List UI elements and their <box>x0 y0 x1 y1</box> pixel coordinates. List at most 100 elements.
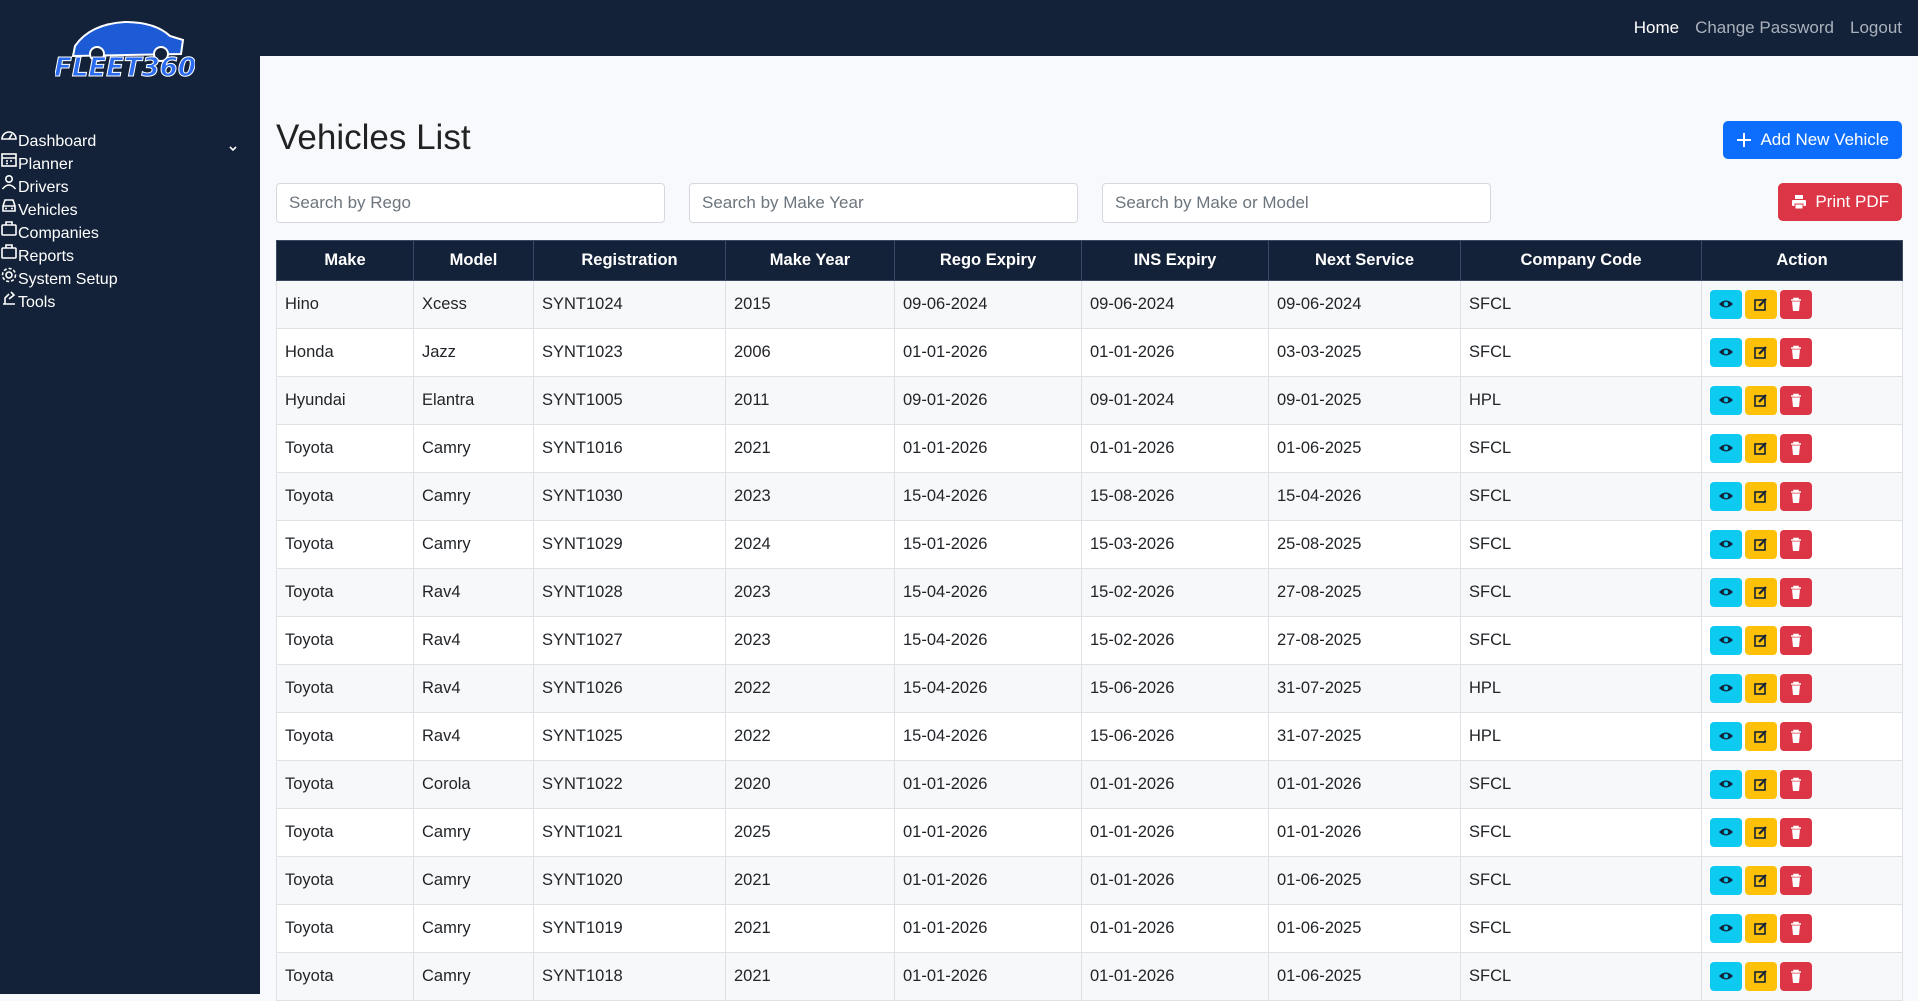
edit-button[interactable] <box>1745 626 1777 655</box>
view-button[interactable] <box>1710 914 1742 943</box>
delete-button[interactable] <box>1780 578 1812 607</box>
edit-button[interactable] <box>1745 530 1777 559</box>
nav-icon <box>0 220 18 238</box>
view-button[interactable] <box>1710 386 1742 415</box>
edit-button[interactable] <box>1745 914 1777 943</box>
top-nav-link[interactable]: Change Password <box>1695 18 1834 38</box>
main-content: Vehicles List Add New Vehicle Print PDF … <box>260 56 1918 994</box>
nav-item[interactable]: Drivers <box>0 174 260 197</box>
nav-item[interactable]: Dashboard <box>0 128 260 151</box>
view-button[interactable] <box>1710 578 1742 607</box>
delete-button[interactable] <box>1780 530 1812 559</box>
table-cell: SYNT1019 <box>534 905 726 953</box>
top-nav-link[interactable]: Logout <box>1850 18 1902 38</box>
view-button[interactable] <box>1710 818 1742 847</box>
table-cell: SYNT1025 <box>534 713 726 761</box>
nav-item[interactable]: Reports <box>0 243 260 266</box>
delete-button[interactable] <box>1780 482 1812 511</box>
view-button[interactable] <box>1710 530 1742 559</box>
table-cell: 25-08-2025 <box>1269 521 1461 569</box>
view-button[interactable] <box>1710 866 1742 895</box>
delete-button[interactable] <box>1780 674 1812 703</box>
table-cell: Rav4 <box>414 665 534 713</box>
table-cell: Camry <box>414 953 534 1001</box>
delete-button[interactable] <box>1780 770 1812 799</box>
view-button[interactable] <box>1710 674 1742 703</box>
edit-button[interactable] <box>1745 386 1777 415</box>
view-button[interactable] <box>1710 290 1742 319</box>
action-icon <box>1753 585 1769 600</box>
view-button[interactable] <box>1710 482 1742 511</box>
delete-button[interactable] <box>1780 338 1812 367</box>
edit-button[interactable] <box>1745 434 1777 463</box>
edit-button[interactable] <box>1745 482 1777 511</box>
nav-item[interactable]: System Setup <box>0 266 260 289</box>
view-button[interactable] <box>1710 722 1742 751</box>
add-vehicle-button[interactable]: Add New Vehicle <box>1723 121 1902 159</box>
search-input[interactable]: Search by Make or Model <box>1102 183 1491 223</box>
column-header: Company Code <box>1461 241 1702 281</box>
delete-button[interactable] <box>1780 914 1812 943</box>
table-cell: Toyota <box>277 857 414 905</box>
table-cell: 09-01-2025 <box>1269 377 1461 425</box>
table-row: HyundaiElantraSYNT1005201109-01-202609-0… <box>277 377 1903 425</box>
view-button[interactable] <box>1710 434 1742 463</box>
plus-icon <box>1736 132 1752 148</box>
print-pdf-button[interactable]: Print PDF <box>1778 183 1902 221</box>
view-button[interactable] <box>1710 962 1742 991</box>
action-icon <box>1788 825 1804 840</box>
search-input[interactable]: Search by Rego <box>276 183 665 223</box>
table-cell: 01-06-2025 <box>1269 905 1461 953</box>
edit-button[interactable] <box>1745 818 1777 847</box>
delete-button[interactable] <box>1780 290 1812 319</box>
table-cell: Toyota <box>277 473 414 521</box>
delete-button[interactable] <box>1780 962 1812 991</box>
table-row: HinoXcessSYNT1024201509-06-202409-06-202… <box>277 281 1903 329</box>
table-cell: SYNT1018 <box>534 953 726 1001</box>
table-cell: 2021 <box>726 905 895 953</box>
view-button[interactable] <box>1710 770 1742 799</box>
logo[interactable]: FLEET360 <box>55 16 195 86</box>
nav-item[interactable]: Tools <box>0 289 260 312</box>
table-cell: 01-01-2026 <box>1082 905 1269 953</box>
table-row: ToyotaCamrySYNT1030202315-04-202615-08-2… <box>277 473 1903 521</box>
edit-button[interactable] <box>1745 770 1777 799</box>
edit-button[interactable] <box>1745 722 1777 751</box>
nav-item[interactable]: Planner <box>0 151 260 174</box>
edit-button[interactable] <box>1745 338 1777 367</box>
table-cell: 2023 <box>726 617 895 665</box>
view-button[interactable] <box>1710 338 1742 367</box>
action-icon <box>1718 921 1734 936</box>
action-icon <box>1718 825 1734 840</box>
table-cell: 01-01-2026 <box>1082 953 1269 1001</box>
table-cell: 2021 <box>726 953 895 1001</box>
delete-button[interactable] <box>1780 866 1812 895</box>
top-nav-link[interactable]: Home <box>1634 18 1679 38</box>
top-bar <box>0 0 1918 56</box>
table-cell: 2021 <box>726 425 895 473</box>
edit-button[interactable] <box>1745 674 1777 703</box>
action-icon <box>1788 681 1804 696</box>
delete-button[interactable] <box>1780 386 1812 415</box>
table-cell: 27-08-2025 <box>1269 569 1461 617</box>
action-cell <box>1702 809 1903 857</box>
table-cell: 01-01-2026 <box>1082 425 1269 473</box>
edit-button[interactable] <box>1745 290 1777 319</box>
edit-button[interactable] <box>1745 866 1777 895</box>
view-button[interactable] <box>1710 626 1742 655</box>
search-input[interactable]: Search by Make Year <box>689 183 1078 223</box>
table-row: ToyotaRav4SYNT1027202315-04-202615-02-20… <box>277 617 1903 665</box>
table-cell: 01-06-2025 <box>1269 857 1461 905</box>
edit-button[interactable] <box>1745 578 1777 607</box>
delete-button[interactable] <box>1780 722 1812 751</box>
table-cell: 15-06-2026 <box>1082 713 1269 761</box>
table-cell: 2011 <box>726 377 895 425</box>
nav-item[interactable]: Vehicles <box>0 197 260 220</box>
delete-button[interactable] <box>1780 818 1812 847</box>
delete-button[interactable] <box>1780 434 1812 463</box>
action-icon <box>1788 633 1804 648</box>
nav-item[interactable]: Companies <box>0 220 260 243</box>
delete-button[interactable] <box>1780 626 1812 655</box>
edit-button[interactable] <box>1745 962 1777 991</box>
action-icon <box>1753 441 1769 456</box>
